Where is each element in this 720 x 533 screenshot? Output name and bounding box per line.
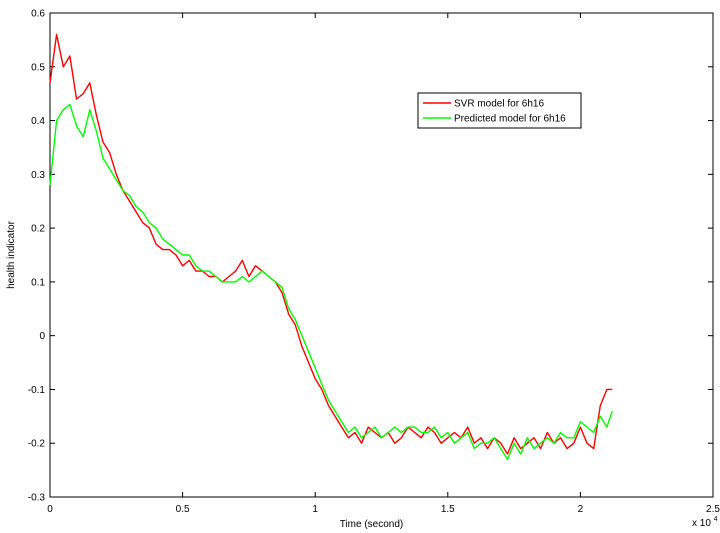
y-axis-title: health indicator	[6, 220, 17, 288]
x-tick-label: 1.5	[441, 504, 455, 515]
y-tick-label: 0.4	[31, 116, 45, 127]
x-axis-title: Time (second)	[340, 519, 404, 530]
x-multiplier-base: x 10	[692, 518, 711, 529]
plot-area	[50, 13, 713, 497]
legend: SVR model for 6h16 Predicted model for 6…	[418, 93, 581, 128]
x-multiplier-exponent: 4	[714, 516, 718, 523]
y-tick-label: -0.2	[28, 439, 46, 450]
y-tick-label: 0.5	[31, 62, 45, 73]
x-axis-multiplier: x 10 4	[692, 516, 718, 529]
x-tick-label: 2.5	[706, 504, 720, 515]
y-tick-label: 0	[39, 331, 45, 342]
y-tick-label: 0.6	[31, 9, 45, 20]
x-tick-label: 2	[578, 504, 584, 515]
y-tick-label: -0.3	[28, 493, 46, 504]
y-tick-label: 0.3	[31, 170, 45, 181]
x-tick-label: 1	[312, 504, 318, 515]
x-tick-label: 0	[47, 504, 53, 515]
y-tick-label: -0.1	[28, 385, 46, 396]
legend-label-svr: SVR model for 6h16	[454, 99, 544, 110]
y-tick-label: 0.1	[31, 277, 45, 288]
x-tick-label: 0.5	[176, 504, 190, 515]
legend-label-predicted: Predicted model for 6h16	[454, 114, 566, 125]
y-tick-label: 0.2	[31, 224, 45, 235]
